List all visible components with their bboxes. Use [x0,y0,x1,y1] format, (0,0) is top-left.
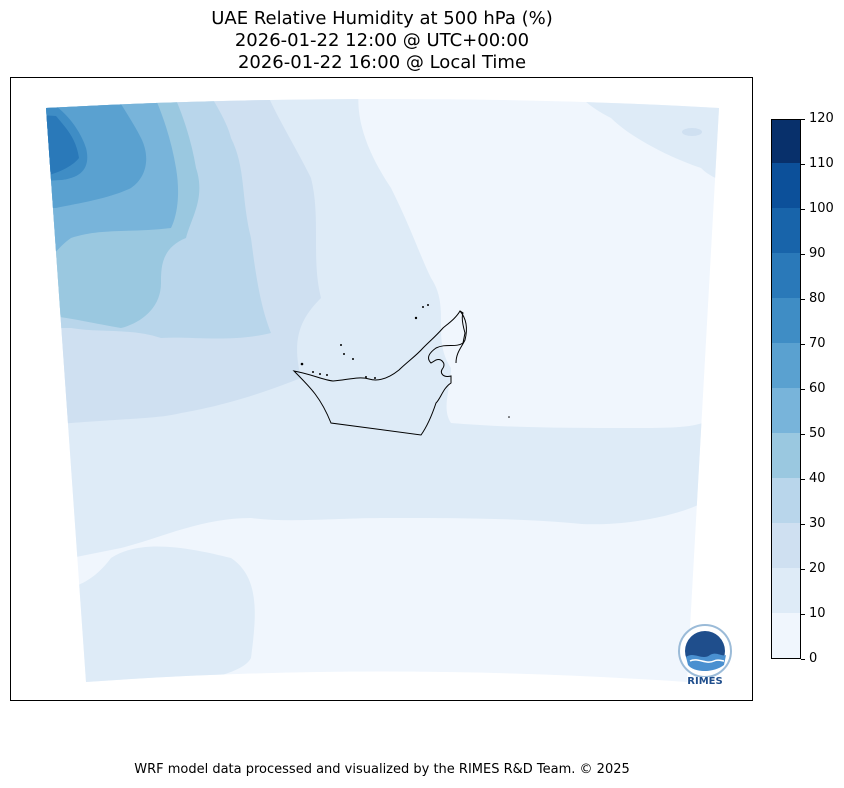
title-line-1: UAE Relative Humidity at 500 hPa (%) [211,8,553,29]
colorbar-segment [772,252,800,298]
globe-icon [678,624,732,678]
colorbar-segment [772,120,800,163]
colorbar-tick: 30 [801,517,841,531]
colorbar-tick-label: 30 [809,516,826,531]
logo-text: RIMES [687,676,723,687]
colorbar-tick: 80 [801,292,841,306]
colorbar-tick: 10 [801,607,841,621]
colorbar-tick-label: 70 [809,336,826,351]
colorbar-tick-label: 100 [809,201,834,216]
title-line-2: 2026-01-22 12:00 @ UTC+00:00 [234,30,530,51]
colorbar-tick: 20 [801,562,841,576]
rimes-logo: RIMES [674,621,736,687]
colorbar-segment [772,612,800,658]
colorbar-tick: 70 [801,337,841,351]
contour-80-90 [46,113,79,176]
colorbar-tick-label: 50 [809,426,826,441]
colorbar-tick: 100 [801,202,841,216]
colorbar-tick: 110 [801,157,841,171]
contour-10-20-south [46,546,255,682]
islands [300,304,510,418]
colorbar-tick-label: 120 [809,111,834,126]
colorbar-segment [772,567,800,613]
contour-10-20-blob [682,128,702,136]
colorbar-tick-label: 0 [809,651,818,666]
colorbar-tick: 90 [801,247,841,261]
colorbar-tick-label: 90 [809,246,826,261]
colorbar-tick-label: 80 [809,291,826,306]
colorbar-segment [772,522,800,568]
colorbar-segment [772,432,800,478]
title-line-3: 2026-01-22 16:00 @ Local Time [237,52,527,73]
colorbar-tick: 120 [801,112,841,126]
colorbar-segment [772,387,800,433]
colorbar-segment [772,162,800,208]
colorbar-tick: 0 [801,652,841,666]
colorbar-tick-label: 40 [809,471,826,486]
colorbar-tick-label: 20 [809,561,826,576]
colorbar-segment [772,297,800,343]
footer-credit: WRF model data processed and visualized … [134,762,630,777]
uae-east-coast [455,310,467,364]
colorbar-tick-label: 60 [809,381,826,396]
colorbar-segment [772,477,800,523]
colorbar-tick: 50 [801,427,841,441]
colorbar-tick-label: 10 [809,606,826,621]
colorbar-segment [772,342,800,388]
colorbar-segment [772,207,800,253]
colorbar-tick: 60 [801,382,841,396]
humidity-map [46,99,719,682]
map-panel[interactable] [10,77,753,701]
colorbar [771,119,801,659]
colorbar-tick-label: 110 [809,156,834,171]
contour-10-20-east [571,99,719,183]
colorbar-tick: 40 [801,472,841,486]
map-title: UAE Relative Humidity at 500 hPa (%) 202… [0,8,764,74]
